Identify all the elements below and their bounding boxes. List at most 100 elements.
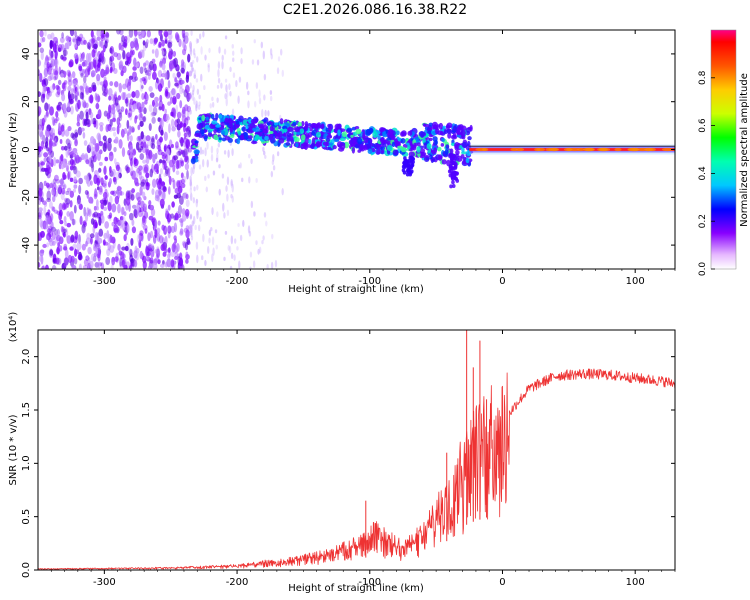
spectrogram-noise-blob — [93, 211, 99, 218]
spectrogram-signal-blob — [441, 137, 445, 142]
spectrogram-noise-blob — [73, 52, 79, 60]
spectrogram-noise-blob — [104, 156, 109, 162]
spectrogram-noise-blob — [116, 30, 121, 35]
spectrogram-noise-tail-blob — [247, 90, 250, 96]
spectrogram-noise-tail-blob — [255, 178, 258, 183]
spectrogram-noise-blob — [121, 259, 125, 268]
spectrogram-noise-blob — [74, 257, 78, 265]
spectrogram-noise-blob — [91, 146, 96, 157]
spectrogram-noise-tail-blob — [264, 154, 267, 159]
spectrogram-noise-blob — [89, 94, 94, 104]
snr-x-label: Height of straight line (km) — [288, 583, 424, 594]
spectrogram-tone-blob — [482, 147, 489, 152]
spectrogram-noise-blob — [126, 131, 130, 142]
spectrogram-noise-blob — [154, 228, 158, 239]
spectrogram-noise-blob — [165, 148, 170, 156]
spectrogram-noise-blob — [94, 231, 98, 242]
spectrogram-noise-blob — [163, 30, 169, 38]
spectrogram-noise-tail-blob — [230, 194, 233, 199]
spectrogram-noise-blob — [84, 68, 90, 78]
spectrogram-noise-tail-blob — [218, 164, 221, 169]
spectrogram-noise-blob — [142, 215, 146, 224]
spectrogram-noise-blob — [59, 139, 63, 144]
spectrogram-noise-blob — [99, 125, 104, 132]
spectrogram-signal-blob — [230, 133, 235, 138]
spectrogram-signal-blob — [229, 126, 234, 133]
spectrogram-noise-blob — [53, 69, 59, 76]
spectrogram-noise-tail-blob — [241, 177, 244, 183]
spectrogram-noise-blob — [97, 110, 101, 119]
spectrogram-noise-tail-blob — [210, 227, 213, 232]
spectrogram-noise-tail-blob — [189, 61, 193, 68]
spectrogram-noise-tail-blob — [248, 230, 252, 237]
spectrogram-signal-blob — [196, 123, 201, 130]
spectrogram-noise-blob — [102, 191, 108, 199]
spectrogram-noise-blob — [143, 141, 147, 148]
spectrogram-noise-blob — [40, 197, 44, 203]
spectrogram-noise-blob — [162, 159, 166, 164]
spectrogram-noise-tail-blob — [274, 259, 278, 268]
spectrogram-noise-blob — [123, 234, 127, 242]
spectrogram-signal-blob — [237, 130, 242, 136]
snr-series-group — [38, 330, 675, 570]
spectrogram-noise-blob — [167, 79, 171, 89]
spectrogram-noise-blob — [140, 200, 145, 208]
spectrogram-signal-blob — [449, 148, 454, 155]
spectrogram-noise-blob — [92, 225, 96, 234]
spectrogram-x-tick-label: 0 — [499, 276, 505, 287]
spectrogram-noise-tail-blob — [256, 59, 260, 66]
spectrogram-noise-blob — [151, 178, 157, 188]
spectrogram-noise-blob — [78, 263, 82, 269]
spectrogram-noise-tail-blob — [215, 157, 219, 163]
spectrogram-signal-blob — [286, 123, 291, 127]
spectrogram-noise-blob — [155, 133, 158, 140]
spectrogram-signal-blob — [346, 127, 353, 133]
spectrogram-noise-tail-blob — [189, 187, 193, 194]
spectrogram-noise-blob — [149, 92, 155, 99]
spectrogram-noise-blob — [144, 228, 148, 234]
spectrogram-noise-blob — [133, 157, 137, 165]
spectrogram-noise-tail-blob — [204, 147, 207, 157]
spectrogram-noise-tail-blob — [206, 141, 209, 150]
spectrogram-noise-blob — [48, 228, 53, 238]
spectrogram-noise-blob — [62, 203, 68, 210]
spectrogram-noise-blob — [181, 88, 185, 93]
spectrogram-noise-blob — [53, 36, 59, 44]
spectrogram-noise-blob — [95, 248, 99, 255]
spectrogram-noise-tail-blob — [276, 67, 280, 75]
spectrogram-noise-blob — [153, 38, 158, 45]
spectrogram-signal-blob — [386, 144, 393, 152]
spectrogram-noise-blob — [90, 198, 94, 204]
spectrogram-noise-blob — [134, 89, 140, 99]
spectrogram-noise-blob — [88, 108, 92, 116]
spectrogram-noise-blob — [63, 243, 68, 251]
spectrogram-noise-blob — [45, 182, 50, 188]
spectrogram-signal-blob — [387, 128, 394, 136]
spectrogram-signal-blob — [405, 168, 410, 173]
spectrogram-noise-blob — [162, 251, 167, 257]
spectrogram-noise-blob — [116, 124, 120, 135]
spectrogram-noise-tail-blob — [204, 259, 207, 267]
spectrogram-noise-blob — [176, 150, 182, 156]
spectrogram-noise-tail-blob — [270, 170, 274, 178]
spectrogram-noise-blob — [38, 255, 43, 262]
spectrogram-noise-blob — [56, 105, 62, 112]
spectrogram-noise-blob — [181, 175, 187, 184]
spectrogram-noise-blob — [104, 40, 108, 49]
spectrogram-signal-blob — [418, 130, 425, 137]
spectrogram-y-tick-label: -40 — [21, 237, 32, 253]
spectrogram-noise-blob — [174, 251, 179, 260]
spectrogram-signal-blob — [218, 114, 223, 119]
spectrogram-noise-tail-blob — [276, 151, 280, 157]
spectrogram-noise-blob — [111, 203, 117, 213]
spectrogram-noise-blob — [127, 55, 132, 63]
spectrogram-noise-blob — [154, 101, 159, 107]
spectrogram-noise-blob — [43, 201, 48, 208]
snr-y-multiplier: (x10⁴) — [8, 312, 19, 343]
spectrogram-noise-blob — [157, 220, 161, 226]
spectrogram-noise-tail-blob — [201, 158, 205, 168]
spectrogram-noise-blob — [109, 244, 115, 253]
spectrogram-noise-blob — [171, 201, 175, 208]
spectrogram-noise-blob — [148, 123, 152, 131]
spectrogram-noise-blob — [164, 168, 169, 177]
